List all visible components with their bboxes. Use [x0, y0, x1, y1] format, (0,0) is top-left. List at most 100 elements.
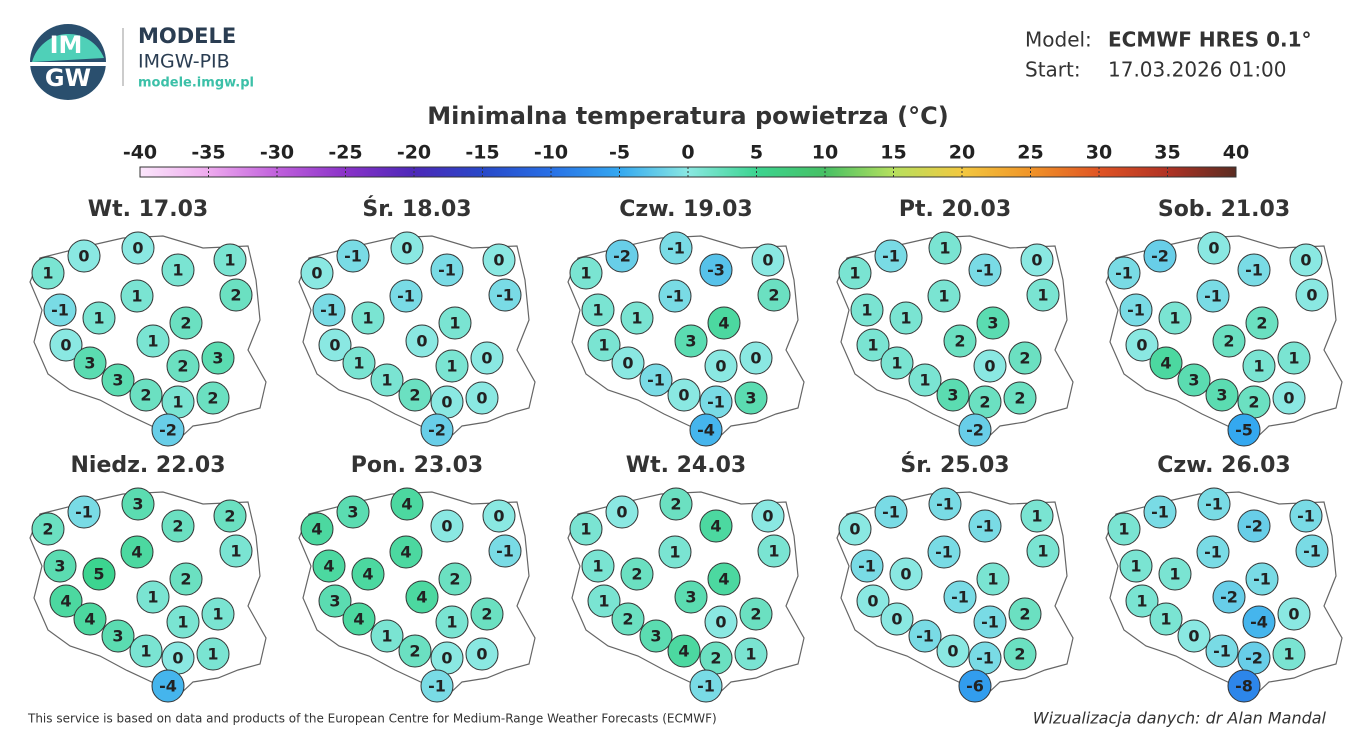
station-marker [943, 580, 977, 614]
station-value: 0 [1188, 627, 1199, 646]
station-value: 3 [54, 557, 65, 576]
station-marker [129, 378, 163, 412]
station-marker [101, 619, 135, 653]
station-marker [704, 605, 738, 639]
station-marker [739, 597, 773, 631]
station-marker [1020, 499, 1054, 533]
colorbar-tick-label: 10 [812, 142, 838, 164]
station-value: -1 [667, 239, 685, 258]
station-value: 1 [177, 613, 188, 632]
station-marker [1272, 637, 1306, 671]
station-value: 2 [670, 495, 681, 514]
station-value: -1 [981, 613, 999, 632]
station-marker [976, 306, 1010, 340]
station-marker [1197, 487, 1231, 521]
station-value: 0 [891, 610, 902, 629]
station-marker [620, 301, 654, 335]
map-title: Niedz. 22.03 [70, 453, 225, 478]
station-marker [1205, 378, 1239, 412]
station-value: -1 [496, 542, 514, 561]
colorbar-tick-label: -40 [123, 142, 157, 164]
station-marker [351, 301, 385, 335]
station-value: 1 [1118, 520, 1129, 539]
station-value: -2 [159, 421, 177, 440]
station-marker [936, 634, 970, 668]
station-marker [874, 495, 908, 529]
station-marker [430, 253, 464, 287]
station-marker [1196, 279, 1230, 313]
station-marker [689, 669, 723, 703]
station-value: 4 [60, 592, 71, 611]
station-marker [213, 499, 247, 533]
station-value: 1 [592, 301, 603, 320]
station-value: 2 [622, 610, 633, 629]
station-marker [389, 535, 423, 569]
colorbar-tick-label: 15 [880, 142, 906, 164]
station-value: 3 [112, 627, 123, 646]
station-value: 1 [1130, 557, 1141, 576]
station-value: 3 [1188, 371, 1199, 390]
station-value: -1 [951, 588, 969, 607]
station-value: 0 [1300, 251, 1311, 270]
station-marker [219, 534, 253, 568]
station-value: -1 [1115, 264, 1133, 283]
colorbar-tick-label: -25 [328, 142, 362, 164]
station-value: -1 [75, 503, 93, 522]
station-value: 1 [1037, 542, 1048, 561]
station-marker [1212, 580, 1246, 614]
station-marker [390, 487, 424, 521]
station-marker [850, 293, 884, 327]
footer-source: This service is based on data and produc… [27, 712, 717, 726]
station-marker [838, 512, 872, 546]
station-marker [219, 278, 253, 312]
station-marker [1107, 512, 1141, 546]
station-value: 1 [381, 627, 392, 646]
station-marker [470, 597, 504, 631]
station-value: -1 [882, 503, 900, 522]
station-marker [129, 634, 163, 668]
station-marker [390, 231, 424, 265]
station-marker [161, 253, 195, 287]
station-value: -2 [1151, 247, 1169, 266]
station-value: -1 [320, 301, 338, 320]
station-value: 1 [987, 570, 998, 589]
station-marker [336, 239, 370, 273]
station-value: 2 [1248, 393, 1259, 412]
station-value: -1 [1204, 287, 1222, 306]
station-marker [1158, 557, 1192, 591]
station-marker [405, 324, 439, 358]
station-marker [674, 324, 708, 358]
station-value: 4 [353, 610, 364, 629]
station-marker [1237, 509, 1271, 543]
station-value: 1 [353, 354, 364, 373]
station-marker [968, 253, 1002, 287]
station-marker [611, 602, 645, 636]
station-marker [943, 324, 977, 358]
station-value: 1 [449, 314, 460, 333]
map-title: Śr. 18.03 [362, 196, 471, 222]
colorbar-tick-label: 25 [1017, 142, 1043, 164]
map-title: Pt. 20.03 [899, 197, 1011, 222]
station-value: 2 [230, 286, 241, 305]
station-marker [1295, 534, 1329, 568]
station-marker [43, 293, 77, 327]
station-value: 0 [984, 357, 995, 376]
station-marker [1003, 381, 1037, 415]
station-value: 0 [476, 645, 487, 664]
station-marker [1277, 597, 1311, 631]
station-marker [318, 328, 352, 362]
station-value: -1 [1127, 301, 1145, 320]
start: 17.03.2026 01:00 [1108, 58, 1287, 82]
station-value: -1 [936, 495, 954, 514]
station-value: -2 [1245, 517, 1263, 536]
station-marker [1125, 328, 1159, 362]
station-marker [151, 413, 185, 447]
station-value: 0 [622, 354, 633, 373]
map-title: Śr. 25.03 [900, 452, 1009, 478]
colorbar-tick-label: -35 [191, 142, 225, 164]
station-marker [620, 557, 654, 591]
